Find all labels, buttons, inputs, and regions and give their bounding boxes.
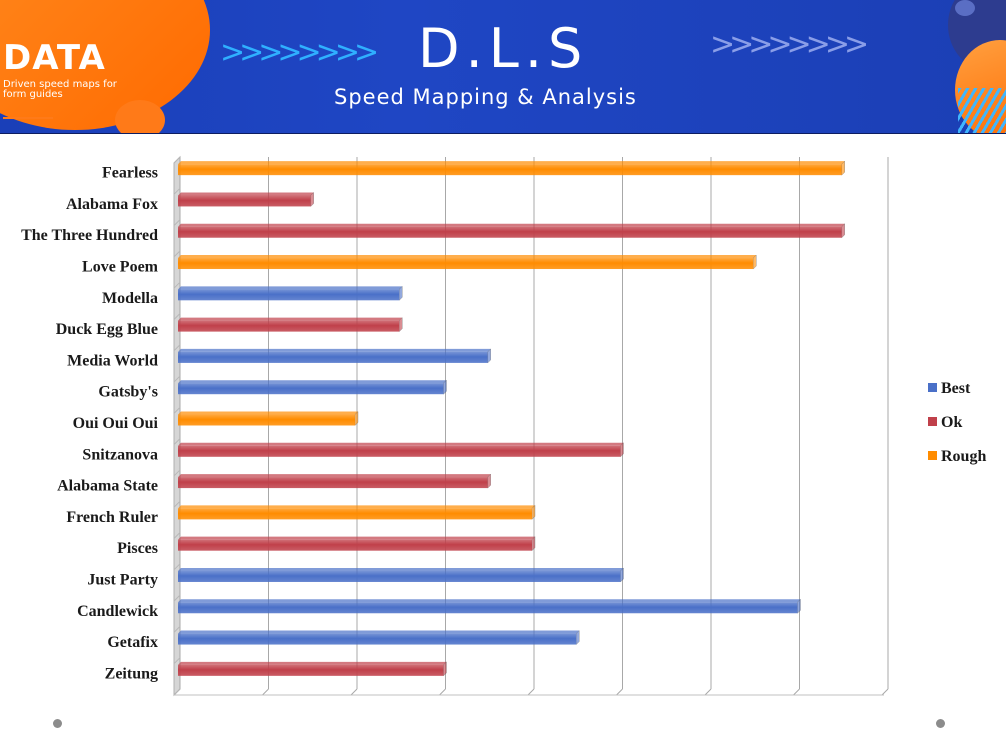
category-label: Pisces [117, 540, 158, 557]
bar-zeitung [178, 661, 447, 677]
data-logo: DATA [3, 38, 106, 78]
bar-alabama-state [178, 473, 491, 489]
header-banner: DATA Driven speed maps for form guides >… [0, 0, 1006, 134]
category-label: The Three Hundred [21, 227, 158, 244]
gridline-depth [350, 688, 358, 696]
gridline-depth [439, 688, 446, 696]
slide-dot-right [936, 719, 945, 728]
gridline-depth [704, 688, 712, 696]
corner-circle-decoration [955, 0, 975, 16]
category-label: Gatsby's [98, 384, 158, 401]
legend-label-rough: Rough [941, 448, 986, 465]
legend-label-best: Best [941, 380, 971, 397]
row-tick [173, 500, 181, 508]
bar-the-three-hundred [178, 223, 845, 239]
bar-getafix [178, 630, 580, 646]
row-tick [173, 594, 181, 602]
banner-title: D.L.S [418, 17, 589, 80]
category-label: Love Poem [82, 259, 159, 276]
bar-candlewick [178, 598, 801, 614]
chevrons-left-icon: >>>>>>>> [220, 35, 379, 70]
bar-french-ruler [178, 504, 536, 520]
row-tick [173, 626, 181, 633]
logo-tagline: Driven speed maps for form guides [3, 79, 117, 100]
row-tick [173, 219, 181, 226]
gridline-depth [616, 688, 623, 696]
legend-swatch-best [928, 383, 937, 392]
row-tick [173, 375, 181, 383]
legend-swatch-rough [928, 451, 937, 460]
bar-gatsby-s [178, 379, 447, 395]
chevrons-right-icon: >>>>>>>> [710, 27, 869, 62]
bar-fearless [178, 160, 845, 176]
banner-subtitle: Speed Mapping & Analysis [334, 85, 637, 109]
category-label: Alabama Fox [66, 196, 158, 213]
bar-media-world [178, 348, 491, 364]
bar-love-poem [178, 254, 757, 270]
speed-bar-chart: Fearless Alabama Fox The Three Hundred Love… [21, 155, 986, 697]
row-tick [173, 313, 181, 320]
category-label: Getafix [107, 634, 158, 651]
row-tick [173, 406, 181, 414]
orange-dot-decoration [115, 100, 165, 133]
category-label: Oui Oui Oui [73, 415, 159, 432]
gridline-depth [262, 688, 269, 696]
bar-pisces [178, 536, 536, 552]
gridline-depth [881, 688, 889, 696]
row-tick [173, 156, 181, 164]
category-label: Media World [67, 352, 158, 369]
slide-dot-left [53, 719, 62, 728]
bar-snitzanova [178, 442, 624, 458]
logo-underline [3, 117, 53, 119]
row-tick [173, 281, 181, 289]
row-tick [173, 657, 181, 665]
category-label: Alabama State [57, 478, 158, 495]
bar-oui-oui-oui [178, 411, 359, 426]
category-label: Modella [102, 290, 158, 307]
bar-alabama-fox [178, 191, 314, 207]
bar-modella [178, 285, 403, 301]
gridline-depth [793, 688, 800, 696]
legend-label-ok: Ok [941, 414, 962, 431]
bar-duck-egg-blue [178, 317, 403, 333]
corner-stripes-decoration [958, 88, 1006, 133]
row-tick [173, 688, 181, 696]
category-label: French Ruler [66, 509, 158, 526]
row-tick [173, 532, 181, 539]
legend-swatch-ok [928, 417, 937, 426]
category-label: Candlewick [77, 603, 158, 620]
row-tick [173, 563, 181, 571]
category-label: Duck Egg Blue [56, 321, 158, 338]
row-tick [173, 250, 181, 258]
bar-just-party [178, 567, 624, 583]
gridline-depth [527, 688, 535, 696]
category-label: Zeitung [105, 665, 158, 682]
category-label: Snitzanova [82, 446, 158, 463]
row-tick [173, 187, 181, 195]
row-tick [173, 469, 181, 477]
row-tick [173, 438, 181, 446]
row-tick [173, 344, 181, 352]
category-label: Just Party [87, 571, 158, 588]
category-label: Fearless [102, 165, 158, 182]
